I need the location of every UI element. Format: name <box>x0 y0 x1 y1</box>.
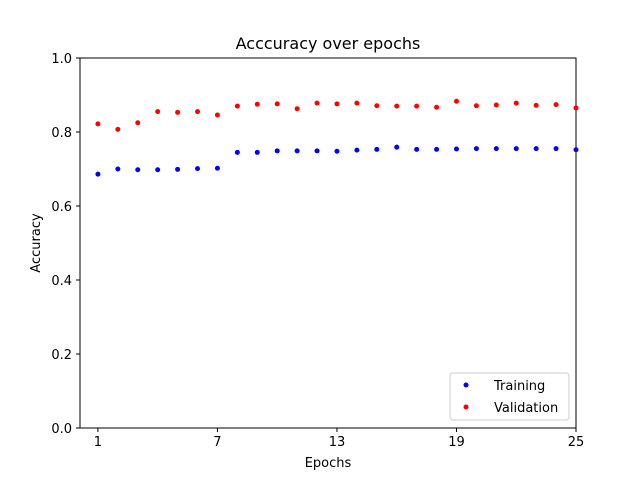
chart-title: Acccuracy over epochs <box>236 34 421 53</box>
training-point <box>573 147 579 153</box>
y-tick-label: 1.0 <box>51 52 72 67</box>
training-point <box>493 146 499 152</box>
legend-marker-training <box>463 382 469 388</box>
validation-point <box>334 101 340 107</box>
validation-point <box>493 102 499 108</box>
axes-frame <box>79 57 577 429</box>
y-axis: 0.0 0.2 0.4 0.6 0.8 1.0 <box>51 52 80 437</box>
validation-point <box>414 103 420 109</box>
legend-label-training: Training <box>493 379 545 394</box>
training-point <box>473 146 479 152</box>
training-point <box>334 148 340 154</box>
x-tick-label: 7 <box>213 435 221 450</box>
validation-point <box>294 106 300 112</box>
training-point <box>95 171 101 177</box>
x-axis: 1 7 13 19 25 <box>94 428 584 450</box>
training-point <box>135 167 141 173</box>
validation-point <box>354 100 360 106</box>
legend-marker-validation <box>463 404 469 410</box>
training-point <box>234 149 240 155</box>
validation-point <box>254 101 260 107</box>
validation-point <box>314 100 320 106</box>
training-point <box>394 144 400 150</box>
validation-point <box>533 102 539 108</box>
training-point <box>294 148 300 154</box>
x-axis-label: Epochs <box>305 456 352 471</box>
x-tick-label: 1 <box>94 435 102 450</box>
data-points <box>95 98 579 177</box>
validation-point <box>553 102 559 108</box>
training-point <box>274 148 280 154</box>
y-tick-label: 0.6 <box>51 200 72 215</box>
training-point <box>374 146 380 152</box>
validation-point <box>155 109 161 115</box>
validation-point <box>95 121 101 127</box>
training-point <box>115 166 121 172</box>
validation-point <box>473 103 479 109</box>
legend-label-validation: Validation <box>494 401 558 416</box>
x-tick-label: 13 <box>329 435 346 450</box>
validation-point <box>214 112 220 118</box>
training-point <box>453 146 459 152</box>
validation-point <box>434 104 440 110</box>
training-point <box>254 149 260 155</box>
y-tick-label: 0.4 <box>51 274 72 289</box>
plot-area <box>79 57 577 429</box>
legend-box <box>449 372 570 421</box>
validation-point <box>195 109 201 115</box>
y-tick-label: 0.8 <box>51 126 72 141</box>
y-tick-label: 0.0 <box>51 422 72 437</box>
legend: Training Validation <box>449 372 570 421</box>
x-tick-label: 25 <box>568 435 585 450</box>
validation-point <box>374 103 380 109</box>
training-point <box>354 147 360 153</box>
validation-point <box>175 109 181 115</box>
validation-point <box>573 105 579 111</box>
validation-point <box>234 103 240 109</box>
validation-point <box>394 103 400 109</box>
training-point <box>533 146 539 152</box>
training-point <box>155 167 161 173</box>
validation-point <box>135 120 141 126</box>
validation-point <box>274 101 280 107</box>
y-axis-label: Accuracy <box>29 213 44 273</box>
training-point <box>175 166 181 172</box>
training-point <box>513 146 519 152</box>
validation-point <box>115 126 121 132</box>
y-tick-label: 0.2 <box>51 348 72 363</box>
training-point <box>553 146 559 152</box>
validation-point <box>453 98 459 104</box>
training-point <box>434 146 440 152</box>
x-tick-label: 19 <box>448 435 465 450</box>
training-point <box>195 166 201 172</box>
training-point <box>214 165 220 171</box>
validation-point <box>513 100 519 106</box>
training-point <box>314 148 320 154</box>
training-point <box>414 146 420 152</box>
